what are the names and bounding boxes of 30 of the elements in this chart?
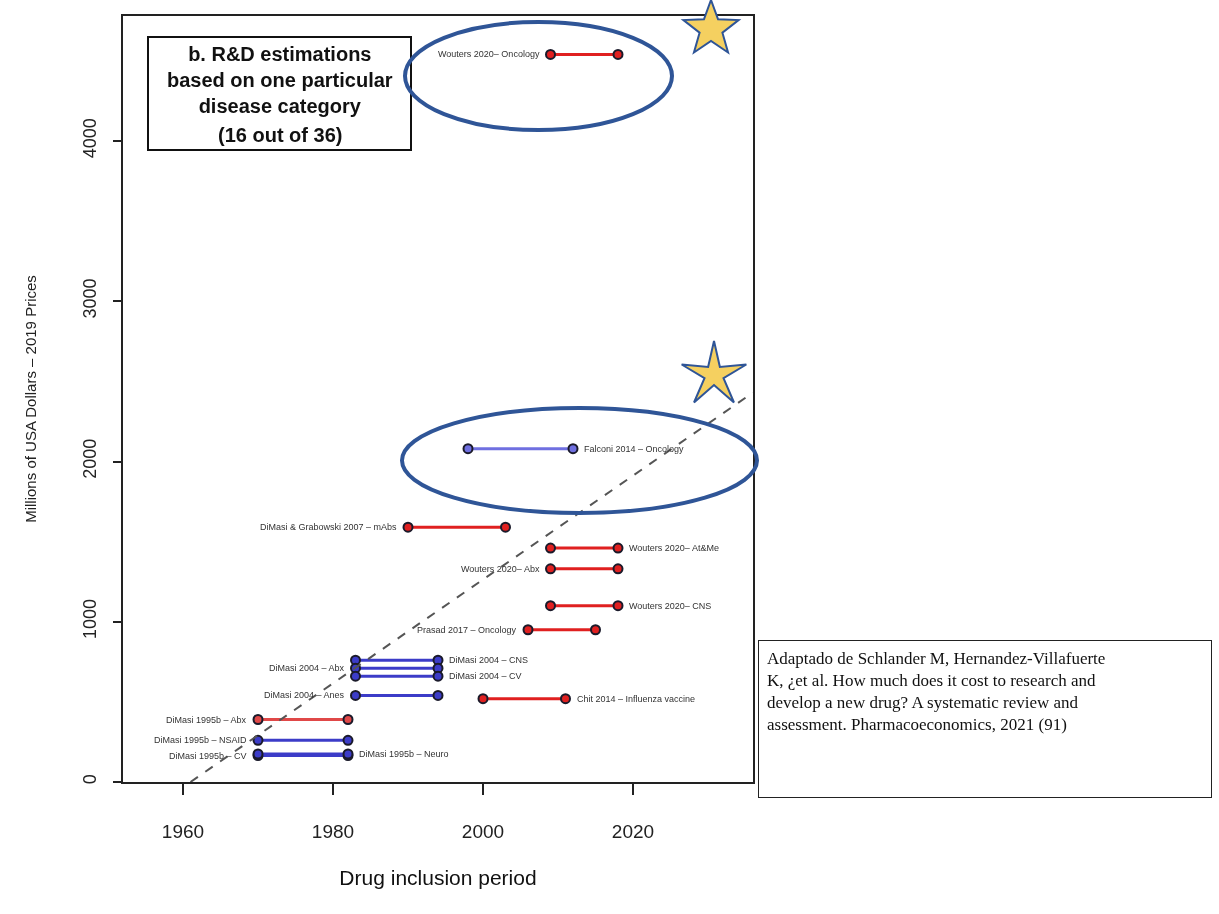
series-label: Wouters 2020– At&Me	[629, 543, 719, 553]
series-label: DiMasi 1995b – Abx	[166, 715, 247, 725]
series-label: Prasad 2017 – Oncology	[417, 625, 517, 635]
series-label: DiMasi 1995b – Neuro	[359, 749, 449, 759]
series-label: DiMasi 2004 – CV	[449, 671, 522, 681]
series-label: DiMasi & Grabowski 2007 – mAbs	[260, 522, 398, 532]
y-tick-label: 1000	[80, 599, 101, 640]
series-label: Chit 2014 – Influenza vaccine	[577, 694, 696, 704]
x-tick-label: 1980	[311, 820, 355, 842]
series-label: Wouters 2020– Oncology	[438, 49, 540, 59]
series-label: DiMasi 2004 – CNS	[449, 655, 529, 665]
x-tick-label: 2000	[461, 820, 505, 842]
series-label: Wouters 2020– CNS	[629, 601, 712, 611]
text: Adaptado de Schlander M, Hernandez-Villafuerte K, ¿et al. How much does it cost to research and develop a new drug? A systematic review and assessment. Pharmacoeconomics, 2021 (91)	[767, 649, 1106, 735]
x-tick-label: 1960	[161, 820, 205, 842]
y-axis-title: Millions of USA Dollars – 2019 Prices	[21, 275, 39, 523]
series-label: Falconi 2014 – Oncology	[584, 444, 685, 454]
y-tick-label: 3000	[80, 278, 101, 319]
text: b. R&D estimations based on one particular disease category	[167, 43, 393, 117]
text: (16 out of 36)	[218, 124, 343, 146]
series-label: DiMasi 1995b – NSAID	[154, 735, 248, 745]
x-tick-label: 2020	[611, 820, 655, 842]
series-label: DiMasi 2004 – Abx	[269, 663, 345, 673]
x-axis-title: Drug inclusion period	[339, 866, 537, 890]
y-tick-label: 4000	[80, 118, 101, 159]
y-tick-label: 2000	[80, 438, 101, 479]
series-label: DiMasi 2004 – Anes	[264, 690, 345, 700]
series-label: Wouters 2020– Abx	[461, 564, 540, 574]
series-label: DiMasi 1995b – CV	[169, 751, 247, 761]
y-tick-label: 0	[80, 774, 101, 785]
